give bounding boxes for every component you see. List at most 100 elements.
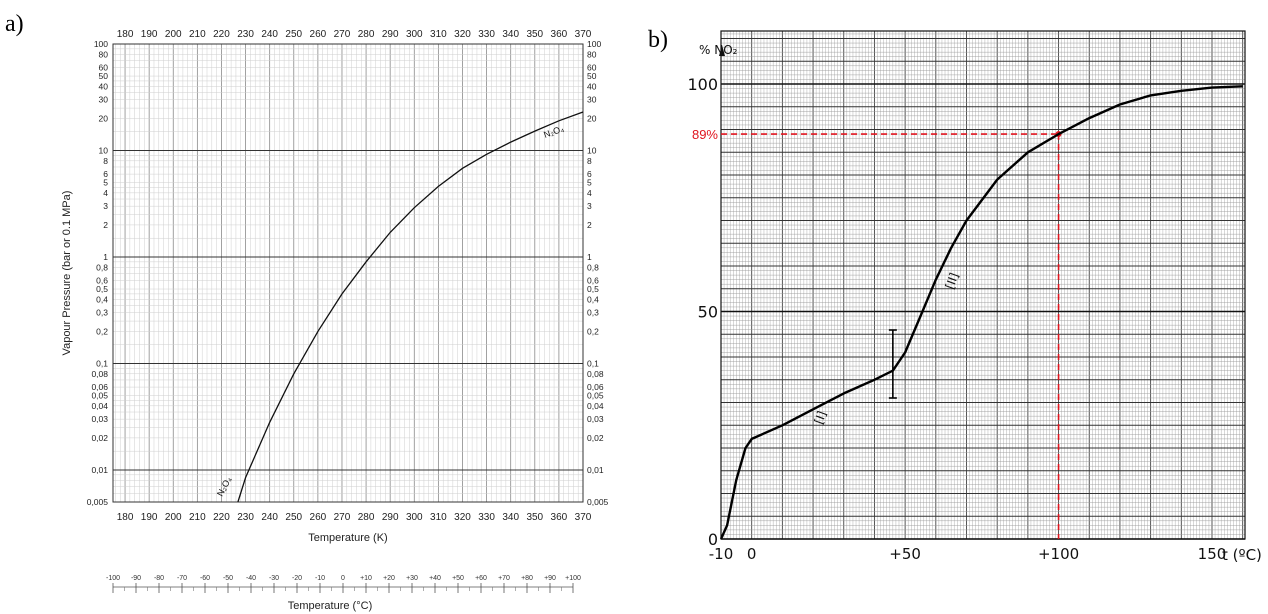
celsius-tick-label: -20 [292,575,302,582]
x-tick-label: 210 [189,29,206,40]
x-tick-label: 320 [454,29,471,40]
y-tick-label: 0,005 [587,497,609,507]
x-tick-label: 220 [213,512,230,523]
region-label-1: [I] [812,409,830,426]
y-tick-label: 2 [103,220,108,230]
y-tick-label: 8 [587,156,592,166]
y-tick-label: 30 [587,95,597,105]
celsius-tick-label: -100 [106,575,120,582]
y-tick-label: 0,2 [96,326,108,336]
celsius-tick-label: +70 [498,575,510,582]
x-tick-label: 250 [285,29,302,40]
celsius-tick-label: -90 [131,575,141,582]
x-tick-label: 330 [478,29,495,40]
y-tick-label: 0,4 [587,294,599,304]
y-tick-label: 50 [587,71,597,81]
x-tick-label: 220 [213,29,230,40]
y-tick-label: 5 [103,178,108,188]
y-tick-label: 0 [708,530,718,549]
celsius-axis-label: Temperature (°C) [288,600,372,612]
y-tick-label: 5 [587,178,592,188]
x-tick-label: 330 [478,512,495,523]
y-tick-label: 20 [99,113,109,123]
x-tick-label: 350 [526,512,543,523]
celsius-tick-label: +100 [565,575,581,582]
y-tick-label: 40 [587,81,597,91]
celsius-axis: -100 -90 -80 -70 -60 -50 -40 -30 -20 -10 0 +10 +20 +3… [106,575,581,593]
y-tick-label: 0,5 [587,284,599,294]
celsius-tick-label: -40 [246,575,256,582]
region-label-2: [II] [943,271,962,291]
y-tick-label: 0,02 [91,433,108,443]
celsius-tick-label: -80 [154,575,164,582]
y-tick-label: 0,03 [91,414,108,424]
panel-b-tag: b) [648,27,668,53]
series-n2o4 [237,111,584,503]
y-tick-label: 0,01 [587,465,604,475]
x-tick-labels: -10 0 +50 +100 150 [709,545,1227,563]
y-tick-label: 30 [99,95,109,105]
y-tick-label: 0,3 [587,308,599,318]
celsius-tick-label: -10 [315,575,325,582]
x-tick-label: 200 [165,512,182,523]
x-tick-label: 270 [334,512,351,523]
x-tick-label: 340 [502,512,519,523]
series-line [237,111,584,503]
vapour-pressure-chart: a) 180 190 200 210 220 230 240 250 260 270 280 290 3… [5,11,609,612]
y-tick-label: 80 [587,49,597,59]
y-tick-label: 10 [99,145,109,155]
x-tick-label: 150 [1198,545,1227,563]
x-tick-label: +50 [889,545,921,563]
celsius-tick-label: +50 [452,575,464,582]
y-tick-label: 6 [587,169,592,179]
x-tick-label: 210 [189,512,206,523]
celsius-tick-label: +10 [360,575,372,582]
y-tick-label: 100 [587,39,601,49]
x-tick-label: 180 [117,512,134,523]
celsius-tick-label: +40 [429,575,441,582]
plot-frame [720,30,1246,540]
y-tick-label: 60 [587,63,597,73]
y-tick-label: 0,8 [96,262,108,272]
highlight-label: 89% [692,127,718,142]
x-tick-label: 260 [310,29,327,40]
y-tick-label: 0,5 [96,284,108,294]
x-tick-label: 350 [526,29,543,40]
x-tick-label: +100 [1038,545,1079,563]
x-tick-label: 250 [285,512,302,523]
x-tick-label: 200 [165,29,182,40]
y-tick-label: 0,8 [587,262,599,272]
y-tick-label: 0,05 [587,391,604,401]
y-tick-label: 100 [687,75,718,94]
y-tick-label: 100 [94,39,108,49]
x-axis-label: t (ºC) [1222,546,1262,564]
y-tick-label: 0,06 [587,382,604,392]
celsius-tick-label: -60 [200,575,210,582]
y-tick-label: 0,08 [91,369,108,379]
x-tick-label: 290 [382,512,399,523]
y-tick-labels: 0 50 100 [687,75,718,549]
y-tick-label: 2 [587,220,592,230]
x-tick-label: 0 [747,545,757,563]
x-tick-label: 370 [575,29,592,40]
celsius-tick-label: +60 [475,575,487,582]
celsius-tick-label: -50 [223,575,233,582]
x-tick-label: 280 [358,29,375,40]
y-tick-label: 0,1 [96,358,108,368]
celsius-tick-label: -30 [269,575,279,582]
x-tick-label: 300 [406,512,423,523]
y-tick-label: 40 [99,81,109,91]
y-axis-arrow [719,45,725,56]
y-tick-label: 3 [587,201,592,211]
y-axis-label: Vapour Pressure (bar or 0.1 MPa) [61,191,73,356]
celsius-tick-label: -70 [177,575,187,582]
y-tick-label: 0,02 [587,433,604,443]
y-tick-label: 4 [103,188,108,198]
x-tick-label: -10 [709,545,734,563]
x-tick-label: 230 [237,29,254,40]
y-tick-label: 0,05 [91,391,108,401]
x-tick-label: 300 [406,29,423,40]
